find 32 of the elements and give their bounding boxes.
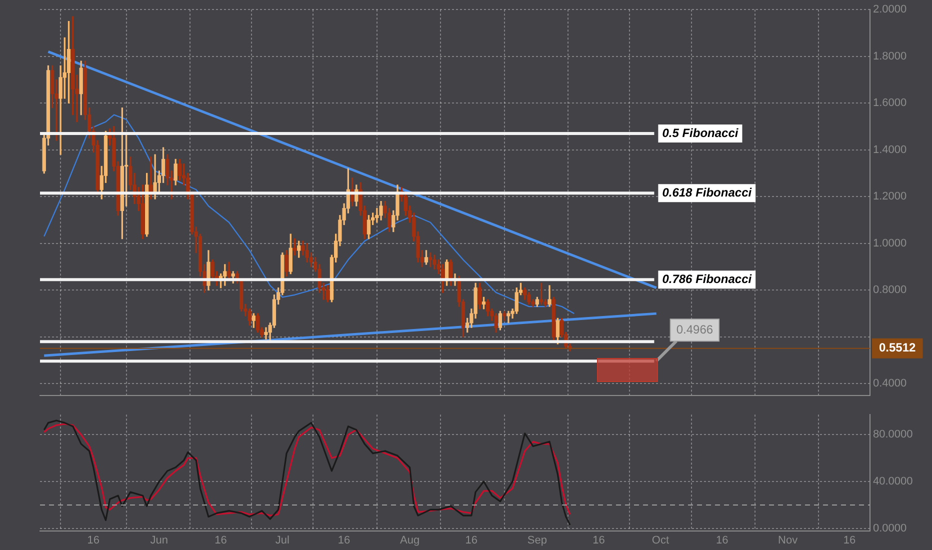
- y-tick-label: 0.8000: [873, 284, 907, 296]
- x-tick-label: Jul: [275, 534, 290, 546]
- y-tick-label: 80.0000: [873, 428, 913, 441]
- y-tick-label: 1.0000: [873, 237, 907, 250]
- annotation: 0.4966: [676, 322, 714, 336]
- y-tick-label: 40.0000: [873, 476, 913, 488]
- x-tick-label: 16: [716, 534, 728, 546]
- x-tick-label: 16: [465, 534, 478, 546]
- candlestick: [149, 156, 153, 200]
- x-tick-label: 16: [843, 534, 856, 546]
- y-tick-label: 0.4000: [873, 378, 907, 390]
- y-tick-label: 1.4000: [873, 144, 907, 156]
- x-tick-label: 16: [338, 534, 350, 546]
- ref-line-label: 0.786 Fibonacci: [662, 272, 752, 286]
- x-tick-label: 16: [87, 534, 100, 546]
- y-tick-label: 1.2000: [873, 190, 907, 203]
- x-tick-label: Oct: [652, 534, 670, 546]
- x-tick-label: Aug: [400, 534, 420, 546]
- y-tick-label: 2.0000: [873, 4, 907, 16]
- x-tick-label: 16: [214, 534, 227, 546]
- x-tick-label: Sep: [527, 534, 547, 546]
- y-tick-label: 1.8000: [873, 50, 907, 62]
- y-tick-label: 1.6000: [873, 97, 907, 110]
- candlestick: [548, 285, 552, 307]
- y-tick-label: 0.0000: [873, 522, 907, 534]
- x-tick-label: 16: [592, 534, 605, 546]
- ref-line-label: 0.5 Fibonacci: [662, 126, 739, 140]
- x-tick-label: Jun: [150, 534, 168, 546]
- candlestick: [153, 154, 157, 200]
- x-tick-label: Nov: [778, 534, 798, 546]
- ref-line-label: 0.618 Fibonacci: [662, 185, 752, 200]
- ref-line-label: 0.5512: [879, 340, 916, 355]
